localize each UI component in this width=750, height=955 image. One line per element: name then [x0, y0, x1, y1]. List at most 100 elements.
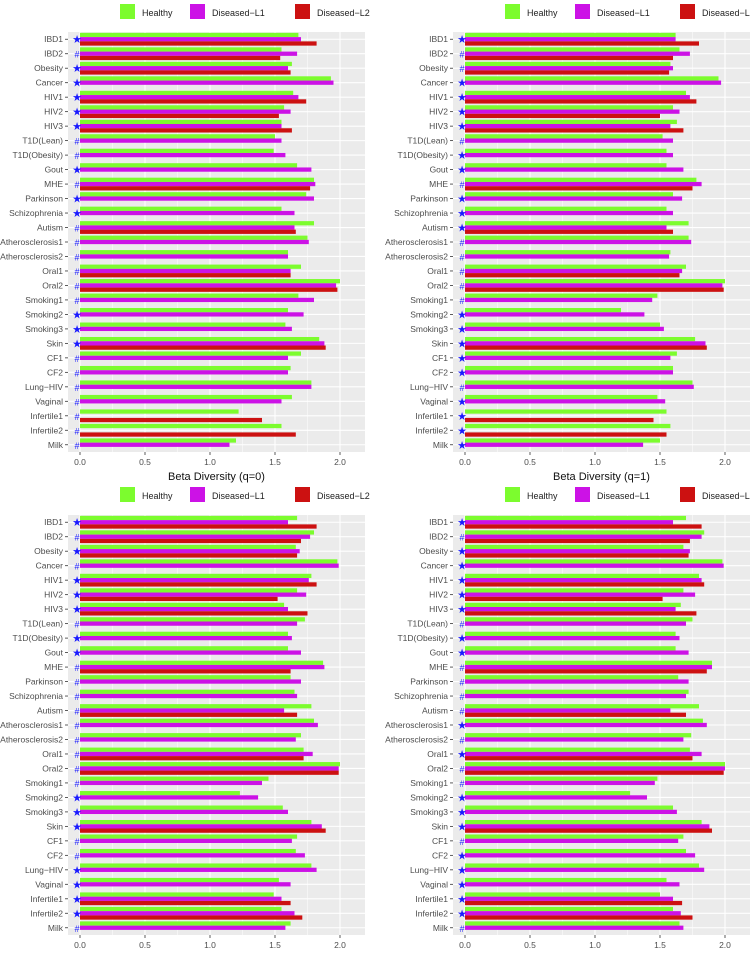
bars — [80, 32, 340, 447]
legend-swatch — [575, 4, 590, 19]
star-marker: ★ — [457, 194, 467, 206]
bar-infertile1-series-1 — [465, 409, 667, 414]
y-tick-label: CF2 — [47, 850, 63, 860]
bar-smoking2-series-2 — [465, 312, 645, 317]
star-marker: ★ — [72, 590, 82, 602]
y-tick-label: Smoking2 — [410, 792, 448, 802]
y-tick-label: Oral1 — [42, 749, 63, 759]
bar-t1d-lean--series-2 — [80, 138, 282, 143]
y-tick-label: Atherosclerosis2 — [0, 251, 63, 261]
legend-swatch — [505, 4, 520, 19]
bar-cancer-series-1 — [465, 559, 723, 564]
star-marker: ★ — [457, 324, 467, 336]
bar-skin-series-3 — [80, 345, 326, 350]
bar-skin-series-1 — [465, 336, 696, 342]
y-tick-label: Smoking3 — [410, 324, 448, 334]
star-marker: ★ — [457, 546, 467, 558]
bar-hiv2-series-3 — [465, 596, 663, 602]
y-tick-label: Autism — [422, 706, 448, 716]
star-marker: ★ — [457, 648, 467, 660]
bar-oral1-series-1 — [80, 264, 301, 269]
bar-parkinson-series-1 — [465, 675, 679, 680]
bar-infertile2-series-3 — [465, 915, 693, 920]
bar-smoking3-series-2 — [80, 326, 292, 332]
y-tick-label: IBD1 — [429, 34, 448, 44]
y-tick-label: Smoking2 — [25, 792, 63, 802]
hash-marker: # — [74, 924, 79, 934]
hash-marker: # — [459, 692, 464, 702]
y-tick-label: Infertile2 — [30, 425, 63, 435]
hash-marker: # — [74, 779, 79, 789]
star-marker: ★ — [457, 440, 467, 452]
y-tick-label: MHE — [44, 179, 63, 189]
bar-infertile2-series-3 — [80, 915, 303, 920]
y-tick-label: Atherosclerosis1 — [0, 720, 63, 730]
bar-hiv2-series-2 — [465, 592, 696, 597]
bar-mhe-series-3 — [80, 186, 311, 191]
bar-skin-series-3 — [465, 345, 707, 350]
y-tick-label: Parkinson — [410, 194, 448, 204]
y-tick-label: Schizophrenia — [9, 208, 63, 218]
bar-t1d-lean--series-2 — [80, 621, 298, 626]
y-tick-label: Infertile2 — [415, 425, 448, 435]
bar-hiv2-series-1 — [80, 105, 285, 110]
bar-smoking1-series-1 — [465, 293, 658, 298]
bar-ibd1-series-3 — [80, 41, 317, 46]
bar-hiv1-series-1 — [80, 573, 312, 579]
y-tick-label: HIV1 — [44, 575, 63, 585]
y-tick-label: Autism — [37, 223, 63, 233]
star-marker: ★ — [457, 575, 467, 587]
star-marker: ★ — [72, 121, 82, 133]
bar-lung-hiv-series-2 — [80, 384, 312, 389]
legend-item-3: Diseased−L2 — [680, 4, 750, 19]
y-tick-label: Infertile1 — [30, 894, 63, 904]
y-tick-label: HIV2 — [44, 107, 63, 117]
bar-hiv2-series-2 — [80, 109, 291, 114]
bar-t1d-obesity--series-2 — [80, 152, 286, 158]
hash-marker: # — [459, 50, 464, 60]
bar-mhe-series-2 — [80, 664, 325, 670]
bar-infertile1-series-1 — [465, 892, 660, 897]
legend-swatch — [680, 4, 695, 19]
bar-skin-series-2 — [465, 341, 706, 346]
bar-obesity-series-3 — [80, 70, 291, 75]
hash-marker: # — [74, 397, 79, 407]
y-tick-label: Infertile1 — [415, 411, 448, 421]
bar-mhe-series-1 — [80, 177, 314, 182]
y-tick-label: IBD2 — [44, 49, 63, 59]
star-marker: ★ — [72, 648, 82, 660]
bar-cf2-series-1 — [80, 848, 296, 854]
star-marker: ★ — [457, 338, 467, 350]
bar-t1d-lean--series-1 — [80, 134, 275, 139]
bar-obesity-series-2 — [80, 66, 288, 71]
bar-milk-series-2 — [465, 925, 684, 930]
hash-marker: # — [74, 851, 79, 861]
bar-hiv1-series-3 — [80, 582, 317, 587]
bar-lung-hiv-series-2 — [465, 867, 705, 872]
legend-label: Diseased−L2 — [317, 8, 370, 18]
x-tick-label: 0.0 — [459, 940, 471, 950]
bar-hiv3-series-1 — [465, 602, 681, 608]
hash-marker: # — [74, 238, 79, 248]
bar-schizophrenia-series-1 — [465, 206, 667, 211]
bar-ibd2-series-1 — [465, 47, 680, 52]
y-tick-label: Oral2 — [42, 280, 63, 290]
bar-cf2-series-2 — [80, 853, 305, 858]
bar-hiv3-series-3 — [80, 611, 308, 616]
bar-ibd1-series-2 — [465, 37, 676, 42]
bar-parkinson-series-2 — [465, 196, 683, 201]
bar-oral2-series-3 — [465, 287, 724, 292]
bar-t1d-obesity--series-2 — [465, 635, 680, 641]
hash-marker: # — [459, 180, 464, 190]
legend-item-1: Healthy — [120, 487, 173, 502]
bars — [465, 32, 725, 447]
bar-cancer-series-1 — [80, 559, 338, 564]
hash-marker: # — [459, 252, 464, 262]
star-marker: ★ — [72, 575, 82, 587]
bar-hiv3-series-2 — [465, 607, 676, 612]
legend-swatch — [680, 487, 695, 502]
bar-parkinson-series-2 — [465, 679, 689, 684]
y-axis: IBD1 IBD2 Obesity Cancer HIV1 HIV2 HIV3 T1D(Lea… — [385, 34, 453, 450]
legend-label: Diseased−L2 — [702, 491, 750, 501]
bar-cancer-series-1 — [80, 76, 331, 81]
